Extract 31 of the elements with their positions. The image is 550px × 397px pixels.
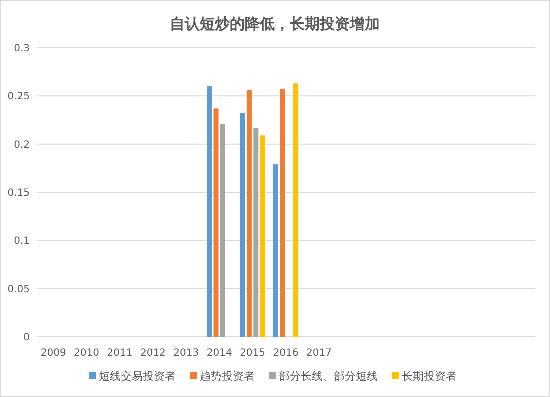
bar [280, 89, 286, 337]
y-tick-label: 0.05 [8, 284, 30, 296]
bar [260, 136, 266, 337]
y-tick-label: 0 [24, 332, 30, 344]
bar [214, 108, 219, 337]
bar [207, 86, 212, 337]
bar [294, 84, 299, 337]
y-tick-label: 0.2 [14, 140, 30, 151]
chart-title: 自认短炒的降低，长期投资增加 [170, 15, 380, 33]
x-tick-label: 2014 [206, 348, 232, 359]
x-tick-label: 2011 [107, 348, 133, 359]
x-tick-label: 2017 [306, 348, 332, 359]
bar [273, 164, 278, 337]
bar [240, 114, 246, 337]
y-tick-label: 0.15 [8, 188, 30, 199]
y-tick-label: 0.25 [8, 92, 30, 103]
legend-label: 部分长线、部分短线 [279, 370, 378, 383]
bar [254, 128, 259, 337]
legend-label: 长期投资者 [402, 370, 457, 383]
x-tick-label: 2012 [140, 348, 166, 359]
legend-label: 短线交易投资者 [99, 370, 176, 383]
bar [246, 90, 252, 337]
bar [220, 124, 226, 337]
y-tick-label: 0.1 [14, 236, 30, 248]
x-tick-label: 2013 [174, 348, 200, 359]
x-tick-label: 2015 [240, 348, 266, 359]
x-tick-label: 2016 [273, 348, 299, 359]
x-tick-label: 2009 [40, 348, 66, 359]
x-tick-label: 2010 [74, 348, 100, 359]
y-tick-label: 0.3 [14, 44, 30, 54]
legend-label: 趋势投资者 [200, 370, 255, 383]
